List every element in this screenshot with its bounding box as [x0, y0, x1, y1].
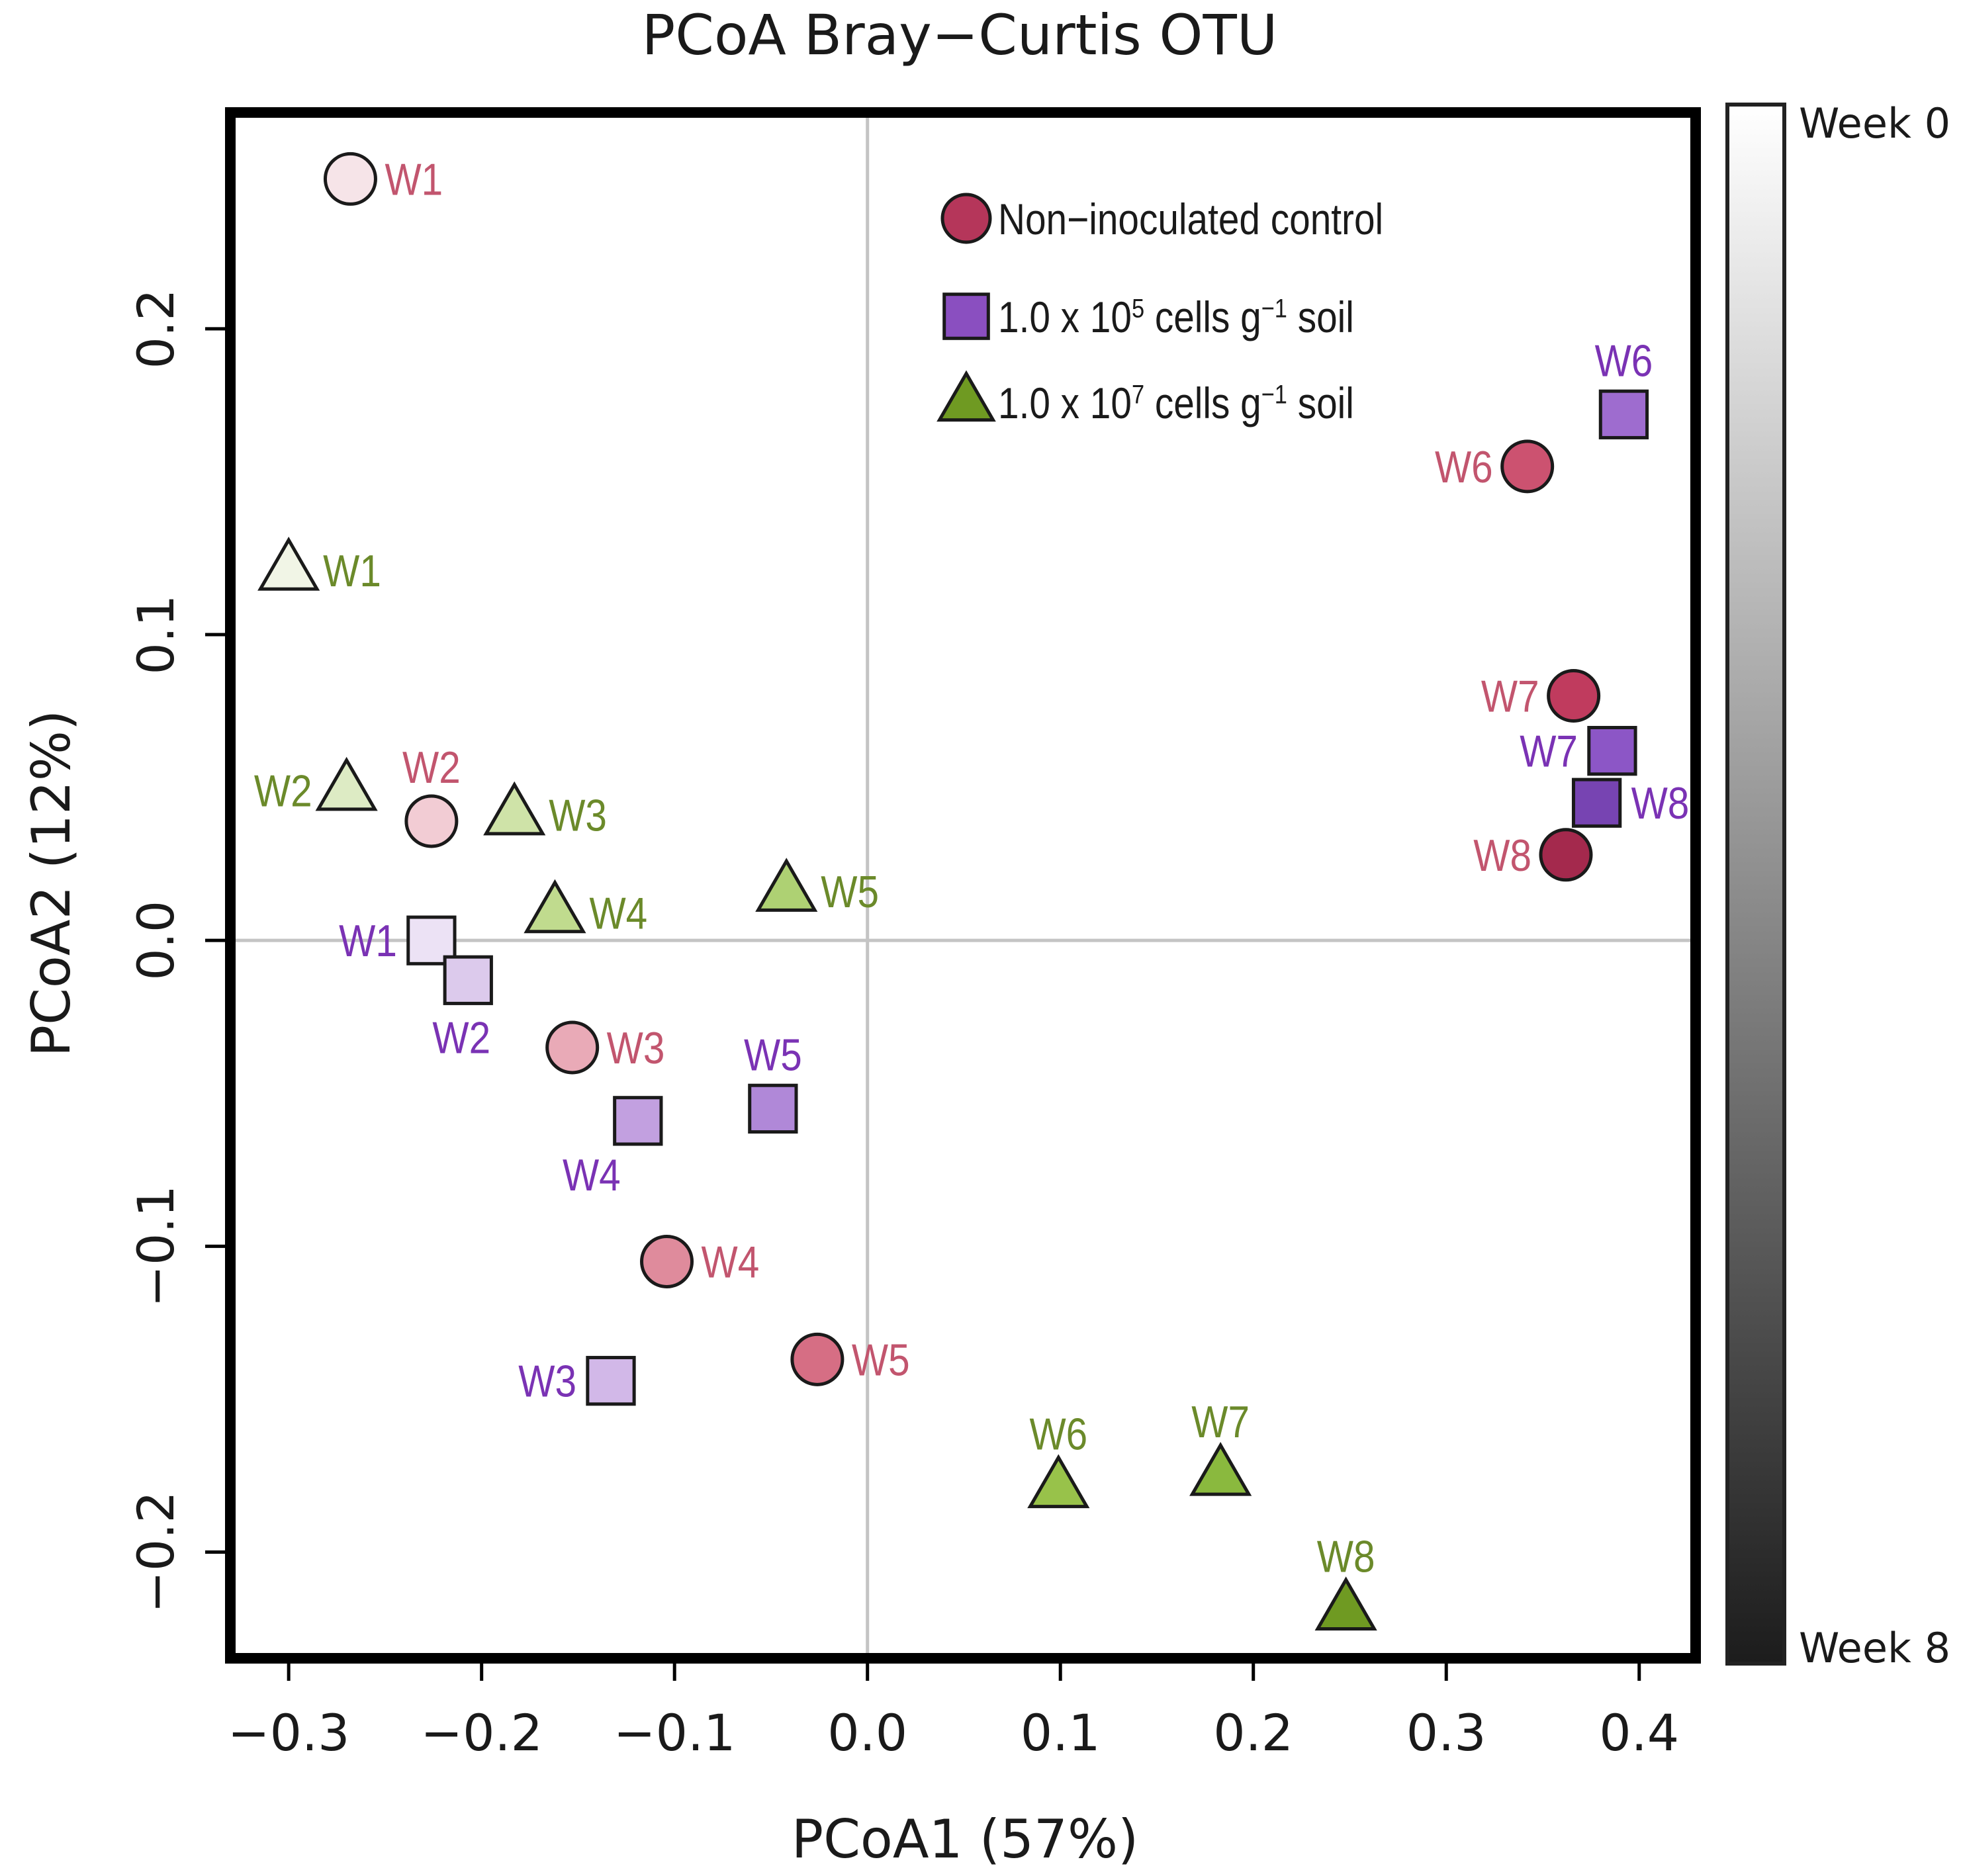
- triangle-point-w8: [1314, 1576, 1377, 1630]
- y-tick-label: −0.1: [126, 1185, 185, 1308]
- point-label: W7: [1481, 672, 1539, 721]
- colorbar-gradient: [1725, 103, 1786, 1666]
- legend-label: 1.0 x 107 cells g−1 soil: [998, 379, 1354, 428]
- circle-point-w5: [790, 1332, 845, 1386]
- point-label: W3: [518, 1357, 576, 1407]
- point-label: W7: [1520, 727, 1578, 777]
- x-tick-label: −0.2: [420, 1703, 543, 1762]
- point-label: W2: [254, 767, 312, 817]
- point-label: W4: [702, 1237, 760, 1287]
- point-label: W4: [563, 1151, 621, 1200]
- point-label: W7: [1191, 1398, 1250, 1447]
- legend-circle-icon: [940, 193, 992, 244]
- square-point-w4: [613, 1096, 663, 1146]
- point-label: W3: [549, 791, 607, 841]
- triangle-point-w2: [315, 756, 378, 811]
- circle-point-w3: [545, 1020, 600, 1075]
- circle-point-w6: [1500, 439, 1555, 494]
- reference-lines: [236, 118, 1690, 1653]
- square-point-w5: [748, 1083, 798, 1134]
- x-tick-label: 0.2: [1213, 1703, 1293, 1762]
- point-label: W1: [385, 155, 443, 204]
- triangle-point-w7: [1189, 1442, 1252, 1496]
- point-label: W6: [1029, 1409, 1087, 1459]
- point-label: W8: [1317, 1532, 1375, 1582]
- point-labels: W1 W2 W3 W4 W5 W6 W7 W8 W1 W2 W3 W4 W5 W6 W7 W8 W1 W2 W3 W4…: [254, 155, 1689, 1582]
- x-tick-label: 0.3: [1406, 1703, 1486, 1762]
- square-point-w2: [443, 955, 493, 1005]
- point-label: W2: [402, 743, 461, 793]
- point-label: W2: [432, 1013, 490, 1063]
- axis-ticks: −0.3 −0.2 −0.1 0.0 0.1 0.2 0.3 0.4 −0.2 −0.1 0.0 0.…: [126, 289, 1679, 1762]
- square-point-w6: [1598, 389, 1649, 439]
- y-tick-label: −0.2: [126, 1491, 185, 1613]
- legend-label: Non−inoculated control: [998, 195, 1383, 244]
- triangle-point-w6: [1027, 1454, 1090, 1509]
- point-label: W8: [1473, 831, 1531, 881]
- point-label: W5: [852, 1335, 910, 1385]
- circle-point-w7: [1547, 668, 1601, 723]
- legend-label: 1.0 x 105 cells g−1 soil: [998, 293, 1354, 342]
- x-tick-label: 0.0: [827, 1703, 907, 1762]
- colorbar-top-label: Week 0: [1799, 99, 1950, 148]
- triangle-point-w3: [483, 781, 546, 836]
- point-label: W4: [589, 889, 647, 939]
- point-label: W8: [1631, 779, 1690, 828]
- y-tick-label: 0.1: [126, 595, 185, 675]
- legend-square-icon: [942, 292, 990, 340]
- legend: Non−inoculated control 1.0 x 105 cells g−…: [936, 193, 1383, 428]
- square-point-w3: [586, 1356, 636, 1406]
- colorbar: Week 0 Week 8: [1725, 99, 1950, 1672]
- legend-triangle-icon: [936, 370, 996, 422]
- data-points: [257, 152, 1649, 1630]
- colorbar-bottom-label: Week 8: [1799, 1624, 1950, 1672]
- square-point-w8: [1571, 778, 1622, 828]
- y-tick-label: 0.0: [126, 901, 185, 981]
- circle-point-w8: [1539, 828, 1593, 882]
- triangle-point-w5: [755, 858, 818, 912]
- point-label: W6: [1435, 443, 1493, 492]
- circle-point-w4: [640, 1234, 694, 1288]
- triangle-point-w1: [257, 537, 320, 591]
- point-label: W3: [607, 1024, 665, 1073]
- x-tick-label: −0.1: [614, 1703, 736, 1762]
- circle-point-w1: [323, 152, 377, 206]
- chart-title: PCoA Bray−Curtis OTU: [642, 3, 1278, 67]
- point-label: W6: [1595, 336, 1653, 386]
- x-tick-label: 0.4: [1599, 1703, 1679, 1762]
- x-axis-label: PCoA1 (57%): [792, 1809, 1138, 1870]
- square-point-w7: [1587, 726, 1637, 776]
- x-tick-label: −0.3: [228, 1703, 350, 1762]
- point-label: W1: [339, 916, 397, 966]
- x-tick-label: 0.1: [1021, 1703, 1101, 1762]
- point-label: W5: [744, 1030, 802, 1080]
- point-label: W1: [323, 547, 381, 596]
- circle-point-w2: [404, 794, 459, 848]
- plot-frame: [225, 107, 1701, 1664]
- y-tick-label: 0.2: [126, 289, 185, 369]
- y-axis-label: PCoA2 (12%): [21, 710, 82, 1057]
- point-label: W5: [821, 868, 879, 917]
- triangle-point-w4: [524, 879, 586, 934]
